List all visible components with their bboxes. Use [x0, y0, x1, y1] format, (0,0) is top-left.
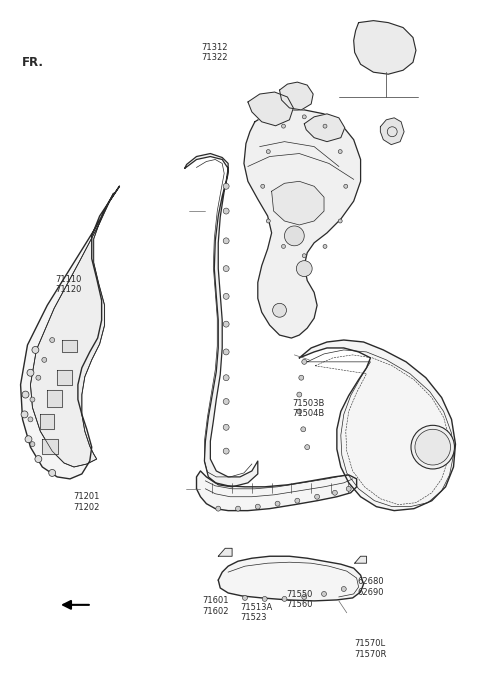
Circle shape [305, 445, 310, 449]
Polygon shape [244, 110, 360, 338]
Circle shape [216, 506, 221, 511]
Circle shape [299, 375, 304, 380]
Polygon shape [57, 370, 72, 385]
Text: 71201
71202: 71201 71202 [73, 493, 99, 512]
Circle shape [223, 208, 229, 214]
Polygon shape [380, 118, 404, 145]
Circle shape [236, 506, 240, 511]
Circle shape [42, 358, 47, 362]
Circle shape [273, 303, 287, 317]
Circle shape [297, 392, 302, 397]
Text: 62680
62690: 62680 62690 [358, 577, 384, 597]
Circle shape [344, 184, 348, 188]
Polygon shape [185, 153, 258, 487]
Circle shape [30, 442, 35, 447]
Circle shape [22, 391, 29, 398]
Polygon shape [196, 471, 357, 510]
Circle shape [36, 375, 41, 380]
Circle shape [49, 469, 56, 476]
Circle shape [223, 184, 229, 189]
Circle shape [323, 245, 327, 249]
Circle shape [322, 591, 326, 597]
Circle shape [302, 595, 307, 599]
Circle shape [261, 184, 264, 188]
Circle shape [275, 501, 280, 506]
Circle shape [266, 149, 270, 153]
Circle shape [295, 498, 300, 503]
Circle shape [314, 495, 320, 499]
Circle shape [411, 425, 455, 469]
Circle shape [21, 411, 28, 418]
Circle shape [27, 369, 34, 376]
Circle shape [338, 149, 342, 153]
Circle shape [223, 399, 229, 405]
Circle shape [223, 424, 229, 430]
Polygon shape [354, 21, 416, 74]
Circle shape [266, 219, 270, 223]
Polygon shape [47, 390, 62, 408]
Circle shape [25, 436, 32, 443]
Circle shape [301, 427, 306, 432]
Circle shape [50, 338, 55, 342]
Polygon shape [218, 556, 363, 601]
Circle shape [223, 266, 229, 271]
Polygon shape [248, 92, 293, 126]
Polygon shape [300, 340, 456, 510]
Circle shape [262, 597, 267, 601]
Circle shape [285, 226, 304, 246]
Circle shape [323, 124, 327, 128]
Polygon shape [21, 186, 120, 479]
Polygon shape [355, 556, 367, 563]
Polygon shape [272, 182, 324, 225]
Circle shape [223, 349, 229, 355]
Text: 71550
71560: 71550 71560 [287, 590, 313, 609]
Circle shape [302, 360, 307, 364]
Circle shape [242, 595, 247, 600]
Circle shape [281, 245, 286, 249]
Circle shape [32, 347, 39, 353]
Circle shape [415, 429, 451, 465]
Circle shape [223, 448, 229, 454]
Circle shape [282, 597, 287, 601]
Text: 71601
71602: 71601 71602 [202, 597, 228, 616]
Text: 71570L
71570R: 71570L 71570R [354, 639, 386, 659]
Polygon shape [279, 82, 313, 110]
Text: 71513A
71523: 71513A 71523 [240, 603, 272, 622]
Circle shape [35, 456, 42, 462]
Text: 71110
71120: 71110 71120 [55, 275, 81, 295]
Polygon shape [42, 439, 58, 454]
Circle shape [346, 486, 351, 491]
Text: 71503B
71504B: 71503B 71504B [292, 399, 324, 418]
Circle shape [302, 115, 306, 119]
Circle shape [297, 409, 302, 414]
Circle shape [28, 417, 33, 422]
Circle shape [341, 586, 346, 591]
Circle shape [296, 261, 312, 277]
Circle shape [223, 375, 229, 381]
Polygon shape [304, 114, 345, 142]
Text: FR.: FR. [22, 56, 44, 69]
Circle shape [223, 293, 229, 299]
Circle shape [338, 219, 342, 223]
Circle shape [302, 253, 306, 258]
Circle shape [223, 321, 229, 327]
Polygon shape [218, 548, 232, 556]
Circle shape [30, 397, 35, 402]
Circle shape [255, 504, 260, 509]
Circle shape [223, 238, 229, 244]
Circle shape [333, 490, 337, 495]
Circle shape [281, 124, 286, 128]
Polygon shape [30, 193, 113, 467]
Polygon shape [62, 340, 77, 352]
Text: 71312
71322: 71312 71322 [201, 42, 228, 62]
Polygon shape [40, 414, 54, 429]
